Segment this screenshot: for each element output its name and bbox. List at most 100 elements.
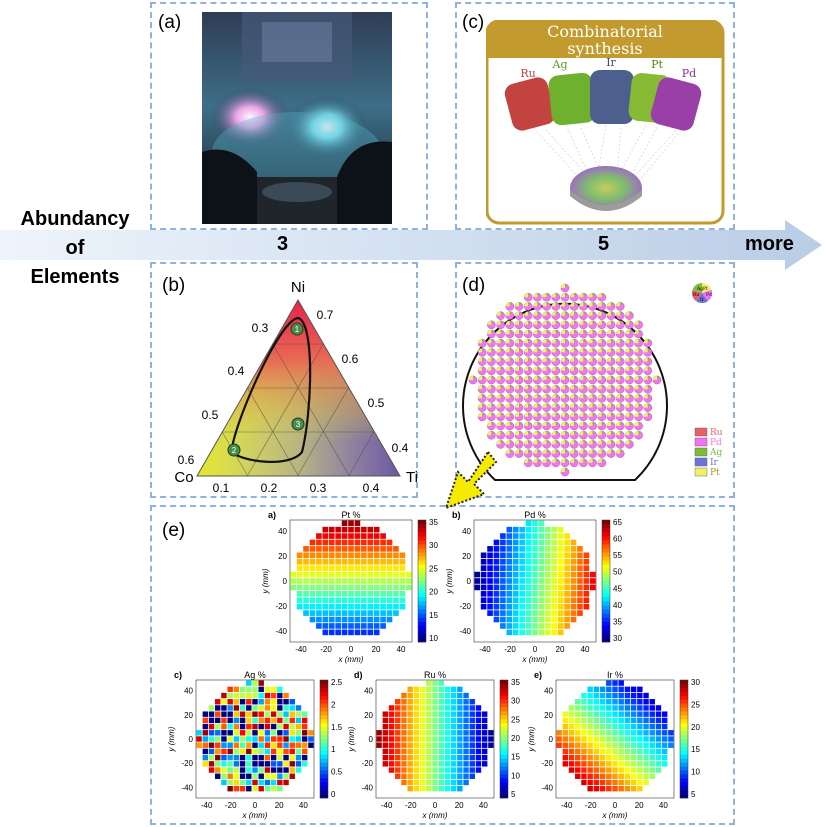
map-cell [301,717,308,724]
map-xlabel: x (mm) [338,655,364,664]
map-cell [367,552,374,559]
map-cell [393,565,399,571]
map-cell [587,705,593,711]
map-cell [649,742,655,748]
map-cell [361,578,367,584]
pointer-arrow [444,450,498,510]
map-ytick: 40 [184,687,193,696]
map-cell [382,761,389,767]
wafer-sample-dot [588,292,597,302]
map-cell [583,591,590,597]
map-cell [316,591,322,597]
map-cell [309,571,316,578]
map-cell [328,584,335,591]
map-cell [556,742,562,748]
left-tick-3: 0.5 [202,408,219,422]
wafer-sample-dot [542,320,551,330]
map-cell [322,616,329,623]
map-cell [538,616,545,623]
wafer-sample-dot [579,449,588,458]
map-cell [407,692,413,699]
map-cell [512,610,519,616]
map-cell [270,779,277,786]
map-cell [393,610,399,616]
colorbar-segment [418,593,426,598]
bottom-tick-3: 0.3 [310,481,327,495]
wafer-sample-dot [560,403,570,412]
colorbar-segment [418,520,426,525]
map-cell [512,533,519,539]
map-cell [322,526,329,533]
map-cell [270,785,277,792]
map-cell [557,610,564,616]
map-cell [538,520,545,527]
colorbar-segment [320,786,328,791]
map-cell [637,785,643,792]
map-cell [407,736,413,742]
map-cell [551,623,558,629]
colorbar-segment [418,613,426,618]
map-cell [577,565,583,571]
map-cell [407,730,413,736]
wafer-sample-dot [588,302,597,311]
map-cell [480,552,487,559]
map-cell [593,779,600,786]
map-cell [655,705,662,711]
map-cell [373,565,380,571]
colorbar-segment [320,723,328,728]
map-cell [519,533,525,539]
map-cell [380,558,386,565]
wafer-sample-dot [615,421,625,431]
map-cell [233,686,240,693]
map-cell [661,723,668,730]
map-cell [221,748,227,755]
wafer-sample-dot [606,430,616,440]
map-cell [562,754,569,761]
wafer-sample-dot [505,403,515,412]
map-cell [322,623,329,629]
wafer-sample-dot [496,440,505,449]
map-cell [438,686,444,693]
map-cell [493,584,500,591]
map-cell [500,546,506,552]
map-cell [367,610,374,616]
colorbar-tick: 15 [429,611,438,620]
wafer-sample-dot [597,440,607,449]
wafer-sample-dot [505,430,515,440]
wafer-sample-dot [477,384,487,394]
wafer-sample-dot [560,458,570,468]
wafer-sample-dot [560,320,570,330]
map-cell [341,558,348,565]
map-cell [386,539,393,546]
map-cell [599,692,606,699]
wafer-sample-dot [487,320,496,330]
map-cell [239,730,246,736]
map-cell [426,705,432,711]
map-cell [493,558,500,565]
colorbar-segment [602,528,610,533]
wafer-sample-dot [560,449,570,458]
wafer-sample-dot [533,302,542,311]
map-cell [296,571,303,578]
map-cell [316,539,322,546]
map-cell [341,526,348,533]
wafer-sample-dot [615,375,625,385]
map-cell [348,552,354,559]
map-cell [373,578,380,584]
map-cell [270,754,277,761]
map-cell [506,629,513,636]
map-cell [289,730,295,736]
map-cell [277,767,283,773]
colorbar-tick: 15 [691,745,700,754]
map-cell [545,552,551,559]
map-cell [545,623,551,629]
wafer-sample-dot [542,421,551,431]
map-cell [487,603,493,610]
colorbar-segment [500,731,508,736]
map-cell [258,692,264,699]
map-cell [221,730,227,736]
map-cell [512,571,519,578]
map-cell [538,584,545,591]
colorbar-segment [418,560,426,566]
map-cell [252,779,258,786]
